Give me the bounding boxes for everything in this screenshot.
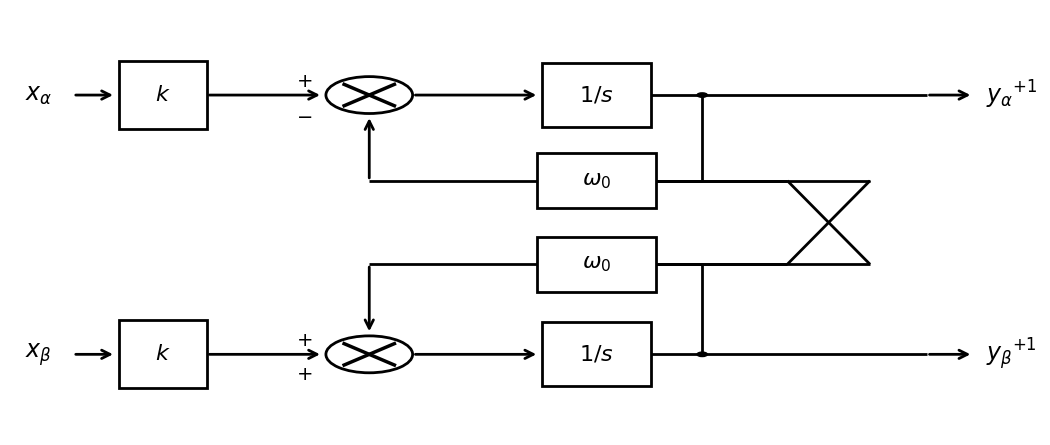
- Bar: [119, 61, 207, 129]
- Bar: [537, 237, 656, 292]
- Text: $+$: $+$: [296, 331, 313, 350]
- Text: $k$: $k$: [155, 85, 170, 105]
- Text: $1/s$: $1/s$: [579, 344, 614, 365]
- Text: $-$: $-$: [296, 106, 312, 125]
- Circle shape: [697, 93, 708, 97]
- Text: $k$: $k$: [155, 344, 170, 364]
- Text: $+$: $+$: [296, 72, 313, 91]
- Bar: [542, 323, 651, 386]
- Text: $y_{\alpha}$$^{+1}$: $y_{\alpha}$$^{+1}$: [986, 79, 1036, 111]
- Circle shape: [326, 77, 413, 113]
- Circle shape: [326, 336, 413, 373]
- Text: $+$: $+$: [296, 365, 313, 384]
- Bar: [537, 153, 656, 208]
- Circle shape: [697, 352, 708, 356]
- Text: $y_{\beta}$$^{+1}$: $y_{\beta}$$^{+1}$: [986, 336, 1036, 372]
- Text: $x_{\alpha}$: $x_{\alpha}$: [25, 83, 52, 107]
- Bar: [542, 63, 651, 127]
- Text: $x_{\beta}$: $x_{\beta}$: [25, 341, 52, 368]
- Text: $1/s$: $1/s$: [579, 85, 614, 105]
- Text: $\omega_0$: $\omega_0$: [582, 171, 611, 191]
- Text: $\omega_0$: $\omega_0$: [582, 254, 611, 274]
- Bar: [119, 320, 207, 388]
